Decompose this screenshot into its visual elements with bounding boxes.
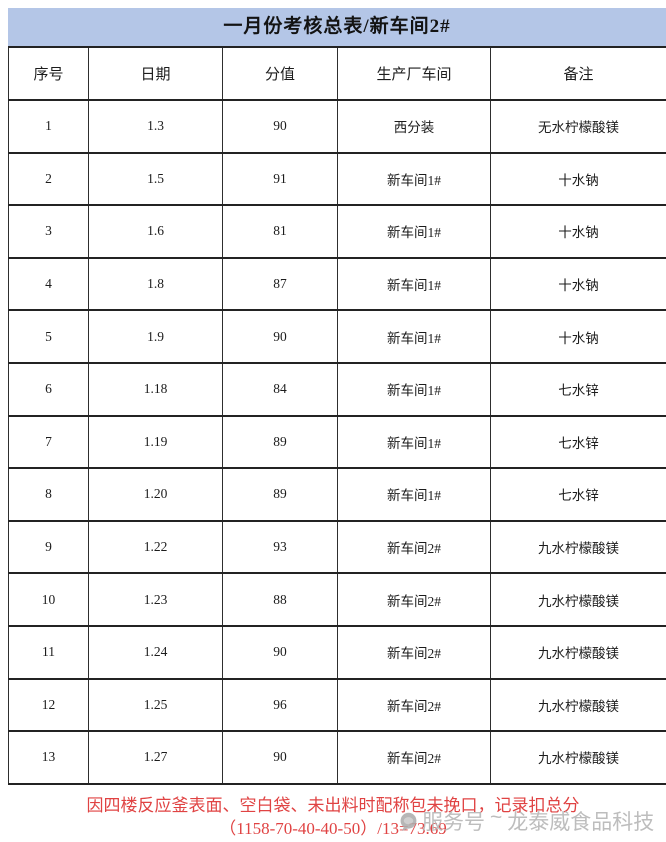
cell-date: 1.27	[88, 730, 223, 785]
cell-serial-number: 6	[8, 361, 89, 417]
table-row: 7 1.19 89 新车间1# 七水锌	[8, 414, 666, 470]
table-row: 13 1.27 90 新车间2# 九水柠檬酸镁	[8, 730, 666, 785]
footer-note-line1: 因四楼反应釜表面、空白袋、未出料时配称包未挽口，记录扣总分	[86, 796, 580, 815]
table-row: 9 1.22 93 新车间2# 九水柠檬酸镁	[8, 519, 666, 575]
cell-date: 1.6	[88, 204, 223, 259]
cell-remark: 九水柠檬酸镁	[490, 730, 666, 785]
cell-workshop: 新车间2#	[337, 730, 491, 785]
cell-remark: 十水钠	[490, 309, 666, 364]
watermark-name: 龙泰威食品科技	[507, 811, 655, 834]
table-row: 4 1.8 87 新车间1# 十水钠	[8, 256, 666, 312]
score-table: 序号 日期 分值 生产厂车间 备注 1 1.3 90 西分装 无水柠檬酸镁 2 1.5 91 新…	[8, 46, 666, 785]
cell-workshop: 新车间2#	[337, 519, 491, 575]
cell-score: 89	[222, 414, 338, 470]
cell-serial-number: 3	[8, 204, 89, 259]
cell-date: 1.24	[88, 624, 223, 680]
cell-remark: 无水柠檬酸镁	[490, 99, 666, 154]
cell-remark: 七水锌	[490, 414, 666, 470]
cell-score: 90	[222, 730, 338, 785]
cell-score: 87	[222, 256, 338, 312]
cell-workshop: 新车间1#	[337, 204, 491, 259]
cell-remark: 十水钠	[490, 151, 666, 207]
cell-date: 1.9	[88, 309, 223, 364]
cell-serial-number: 2	[8, 151, 89, 207]
cell-serial-number: 12	[8, 677, 89, 733]
cell-score: 89	[222, 467, 338, 522]
table-row: 10 1.23 88 新车间2# 九水柠檬酸镁	[8, 572, 666, 627]
cell-remark: 九水柠檬酸镁	[490, 572, 666, 627]
cell-score: 91	[222, 151, 338, 207]
watermark: 服务号 ~ 龙泰威食品科技	[399, 806, 654, 836]
cell-serial-number: 9	[8, 519, 89, 575]
cell-date: 1.8	[88, 256, 223, 312]
table-row: 11 1.24 90 新车间2# 九水柠檬酸镁	[8, 624, 666, 680]
cell-serial-number: 4	[8, 256, 89, 312]
cell-date: 1.5	[88, 151, 223, 207]
footer-note: 因四楼反应釜表面、空白袋、未出料时配称包未挽口，记录扣总分 （1158-70-4…	[0, 794, 666, 840]
cell-score: 90	[222, 624, 338, 680]
cell-remark: 九水柠檬酸镁	[490, 624, 666, 680]
cell-workshop: 新车间1#	[337, 467, 491, 522]
cell-workshop: 新车间1#	[337, 414, 491, 470]
table-row: 1 1.3 90 西分装 无水柠檬酸镁	[8, 99, 666, 154]
table-row: 2 1.5 91 新车间1# 十水钠	[8, 151, 666, 207]
cell-remark: 七水锌	[490, 467, 666, 522]
cell-remark: 七水锌	[490, 361, 666, 417]
cell-date: 1.3	[88, 99, 223, 154]
cell-score: 88	[222, 572, 338, 627]
cell-score: 90	[222, 309, 338, 364]
cell-workshop: 新车间2#	[337, 624, 491, 680]
header-row: 序号 日期 分值 生产厂车间 备注	[8, 46, 666, 101]
cell-date: 1.18	[88, 361, 223, 417]
cell-date: 1.19	[88, 414, 223, 470]
cell-score: 93	[222, 519, 338, 575]
footer-note-line2: （1158-70-40-40-50）/13=73.69	[219, 819, 447, 838]
cell-remark: 十水钠	[490, 204, 666, 259]
cell-workshop: 新车间2#	[337, 572, 491, 627]
cell-serial-number: 13	[8, 730, 89, 785]
cell-remark: 九水柠檬酸镁	[490, 677, 666, 733]
cell-serial-number: 7	[8, 414, 89, 470]
cell-date: 1.25	[88, 677, 223, 733]
table-title: 一月份考核总表/新车间2#	[8, 8, 666, 46]
watermark-label: 服务号	[422, 811, 485, 834]
cell-date: 1.23	[88, 572, 223, 627]
cell-workshop: 新车间1#	[337, 309, 491, 364]
header-remark: 备注	[490, 46, 666, 101]
table-row: 12 1.25 96 新车间2# 九水柠檬酸镁	[8, 677, 666, 733]
table-row: 6 1.18 84 新车间1# 七水锌	[8, 361, 666, 417]
cell-workshop: 新车间1#	[337, 256, 491, 312]
cell-date: 1.20	[88, 467, 223, 522]
assessment-sheet: 一月份考核总表/新车间2# 序号 日期 分值 生产厂车间 备注 1 1.3 90 西分…	[8, 8, 666, 785]
cell-serial-number: 1	[8, 99, 89, 154]
watermark-separator: ~	[490, 806, 503, 829]
cell-serial-number: 8	[8, 467, 89, 522]
cell-score: 96	[222, 677, 338, 733]
table-row: 5 1.9 90 新车间1# 十水钠	[8, 309, 666, 364]
table-row: 3 1.6 81 新车间1# 十水钠	[8, 204, 666, 259]
table-row: 8 1.20 89 新车间1# 七水锌	[8, 467, 666, 522]
header-date: 日期	[88, 46, 223, 101]
header-score: 分值	[222, 46, 338, 101]
header-workshop: 生产厂车间	[337, 46, 491, 101]
cell-workshop: 新车间2#	[337, 677, 491, 733]
cell-serial-number: 11	[8, 624, 89, 680]
cell-score: 90	[222, 99, 338, 154]
cell-workshop: 新车间1#	[337, 361, 491, 417]
cell-serial-number: 10	[8, 572, 89, 627]
cell-serial-number: 5	[8, 309, 89, 364]
cell-workshop: 西分装	[337, 99, 491, 154]
table-body: 1 1.3 90 西分装 无水柠檬酸镁 2 1.5 91 新车间1# 十水钠 3 1.6 81 新车间1#…	[8, 99, 666, 785]
cell-score: 81	[222, 204, 338, 259]
cell-workshop: 新车间1#	[337, 151, 491, 207]
chat-bubble-icon	[399, 812, 418, 831]
cell-remark: 十水钠	[490, 256, 666, 312]
header-serial-number: 序号	[8, 46, 89, 101]
cell-date: 1.22	[88, 519, 223, 575]
cell-score: 84	[222, 361, 338, 417]
cell-remark: 九水柠檬酸镁	[490, 519, 666, 575]
